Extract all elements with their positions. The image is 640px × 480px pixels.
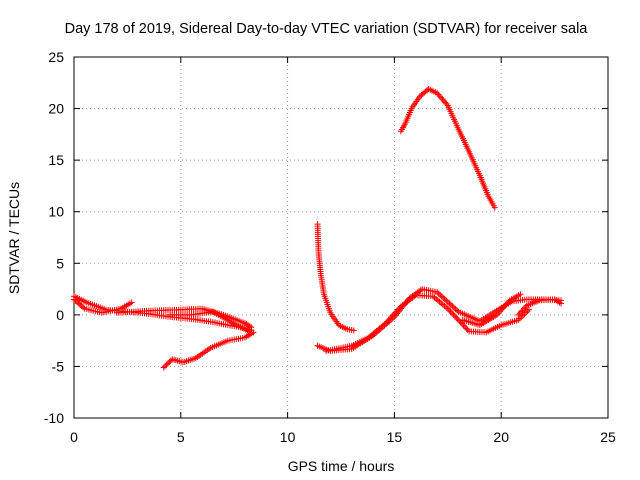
y-tick-label: 20 <box>48 101 64 117</box>
data-point <box>452 305 459 312</box>
data-point <box>166 358 173 365</box>
data-point <box>463 325 470 332</box>
y-tick-label: -5 <box>52 358 65 374</box>
chart-title: Day 178 of 2019, Sidereal Day-to-day VTE… <box>65 21 589 37</box>
data-point <box>441 296 448 303</box>
data-point <box>461 323 468 330</box>
data-point <box>250 329 257 336</box>
series-arc-j <box>515 296 565 318</box>
data-point <box>446 307 453 314</box>
x-tick-label: 10 <box>280 429 296 445</box>
data-point <box>440 294 447 301</box>
series-arc-a <box>71 293 255 334</box>
data-point <box>456 317 463 324</box>
series-arc-h <box>323 292 532 354</box>
data-point <box>450 311 457 318</box>
data-point <box>350 327 357 334</box>
data-point <box>440 97 447 104</box>
y-tick-label: 15 <box>48 152 64 168</box>
y-tick-label: 25 <box>48 49 64 65</box>
data-point <box>450 304 457 311</box>
data-point <box>558 300 565 307</box>
data-point <box>78 303 85 310</box>
grid-lines <box>74 57 608 418</box>
data-point <box>517 291 524 298</box>
data-point <box>160 364 167 371</box>
data-point <box>436 93 443 100</box>
series-arc-e <box>167 308 253 335</box>
series-arc-b <box>71 296 135 316</box>
x-tick-label: 5 <box>177 429 185 445</box>
data-point <box>438 293 445 300</box>
data-point <box>447 308 454 315</box>
x-tick-label: 20 <box>493 429 509 445</box>
data-point <box>437 291 444 298</box>
y-tick-label: 0 <box>56 307 64 323</box>
y-tick-label: 5 <box>56 255 64 271</box>
data-point <box>163 361 170 368</box>
axis-ticks <box>73 56 609 419</box>
data-point <box>442 99 449 106</box>
data-point <box>454 316 461 323</box>
x-tick-label: 15 <box>387 429 403 445</box>
data-point <box>439 96 446 103</box>
data-point <box>128 299 135 306</box>
x-tick-label: 25 <box>600 429 616 445</box>
plot-frame <box>73 56 609 419</box>
data-point <box>248 324 255 331</box>
y-tick-labels: -10 -5 0 5 10 15 20 25 <box>44 49 64 426</box>
data-point <box>384 318 391 325</box>
data-point <box>443 297 450 304</box>
data-point <box>438 94 445 101</box>
data-point <box>451 313 458 320</box>
y-tick-label: -10 <box>44 410 64 426</box>
data-point <box>77 301 84 308</box>
data-point <box>389 312 396 319</box>
data-point <box>246 328 253 335</box>
y-axis-label: SDTVAR / TECUs <box>6 182 22 294</box>
data-series <box>71 85 565 371</box>
series-arc-f <box>314 221 357 334</box>
data-point <box>453 314 460 321</box>
series-arc-d <box>160 329 257 371</box>
series-arc-k <box>397 85 498 211</box>
x-tick-label: 0 <box>70 429 78 445</box>
data-point <box>164 360 171 367</box>
series-arc-i <box>459 291 524 329</box>
data-point <box>491 204 498 211</box>
data-point <box>460 322 467 329</box>
x-axis-label: GPS time / hours <box>288 458 395 474</box>
y-tick-label: 10 <box>48 204 64 220</box>
x-tick-labels: 0 5 10 15 20 25 <box>70 429 616 445</box>
data-point <box>162 363 169 370</box>
data-point <box>459 320 466 327</box>
data-point <box>75 300 82 307</box>
